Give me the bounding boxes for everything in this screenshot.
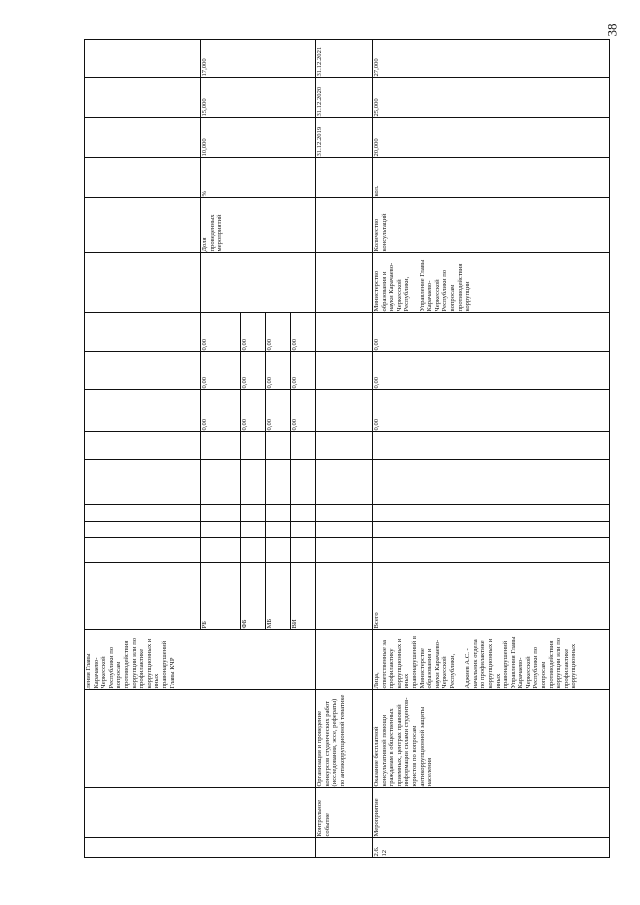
cell-amount: 0,00 [291, 418, 298, 431]
table-column-line [84, 504, 610, 505]
rotated-table: ления Главы Карачаево-Черкесской Республ… [84, 39, 610, 858]
cell-amount: 0,00 [241, 338, 248, 351]
cell-funding-source: ФБ [241, 619, 248, 629]
table-column-line [84, 389, 610, 390]
table-column-line [84, 857, 610, 858]
cell-amount: 0,00 [201, 418, 208, 431]
table-column-line [84, 629, 610, 630]
table-row-line [609, 39, 610, 858]
cell-value-2019: 20,000 [373, 138, 380, 157]
cell-executor: Министерство образования и науки Карачае… [373, 259, 472, 312]
cell-date-2020: 31.12.2020 [316, 86, 323, 117]
cell-measure-type: Мероприятие [373, 798, 380, 837]
cell-value-2020: 15,000 [201, 98, 208, 117]
cell-amount: 0,00 [266, 376, 273, 389]
table-column-line [84, 537, 610, 538]
cell-event-type: Контрольное событие [316, 800, 331, 837]
table-row-line [240, 312, 241, 630]
cell-amount: 0,00 [373, 418, 380, 431]
cell-amount: 0,00 [373, 338, 380, 351]
table-column-line [84, 521, 610, 522]
cell-amount: 0,00 [291, 376, 298, 389]
table-row-line [84, 39, 85, 858]
cell-amount: 0,00 [266, 418, 273, 431]
cell-amount: 0,00 [201, 376, 208, 389]
table-column-line [84, 252, 610, 253]
table-column-line [84, 459, 610, 460]
table-row-line [372, 39, 373, 858]
cell-event-description: Организация и проведение конкурсов студе… [316, 694, 346, 787]
table-column-line [84, 117, 610, 118]
cell-unit: кол. [373, 185, 380, 197]
table-column-line [84, 197, 610, 198]
table-column-line [84, 689, 610, 690]
cell-funding-total: Всего [373, 612, 380, 629]
page-number: 38 [604, 23, 620, 37]
cell-indicator: Доля проведенных мероприятий [201, 214, 224, 252]
cell-amount: 0,00 [266, 338, 273, 351]
table-column-line [84, 351, 610, 352]
cell-indicator: Количество консультаций [373, 213, 388, 252]
table-column-line [84, 77, 610, 78]
table-row-line [200, 39, 201, 630]
table-column-line [84, 431, 610, 432]
cell-value-2019: 10,000 [201, 138, 208, 157]
table-row-line [265, 312, 266, 630]
table-row-line [290, 312, 291, 630]
cell-date-2019: 31.12.2019 [316, 126, 323, 157]
cell-amount: 0,00 [241, 418, 248, 431]
cell-date-2021: 31.12.2021 [316, 46, 323, 77]
cell-responsible-continued: ления Главы Карачаево-Черкесской Республ… [85, 637, 176, 689]
cell-responsible: Лица, ответственные за профилактику корр… [373, 636, 578, 689]
table-column-line [84, 312, 610, 313]
cell-funding-source: ВИ [291, 619, 298, 629]
table-column-line [84, 837, 610, 838]
cell-amount: 0,00 [291, 338, 298, 351]
cell-funding-source: МБ [266, 618, 273, 629]
cell-value-2021: 17,000 [201, 58, 208, 77]
table-column-line [84, 157, 610, 158]
cell-unit: % [201, 191, 208, 197]
cell-value-2021: 27,000 [373, 58, 380, 77]
cell-funding-source: РБ [201, 621, 208, 629]
cell-value-2020: 25,000 [373, 98, 380, 117]
table-column-line [84, 787, 610, 788]
cell-amount: 0,00 [373, 376, 380, 389]
table-column-line [84, 39, 610, 40]
table-row-line [315, 39, 316, 858]
cell-measure-description: Оказание бесплатной консультативной помо… [373, 697, 434, 787]
cell-amount: 0,00 [201, 338, 208, 351]
cell-amount: 0,00 [241, 376, 248, 389]
cell-number: 2.6. 12 [373, 846, 388, 857]
table-column-line [84, 562, 610, 563]
